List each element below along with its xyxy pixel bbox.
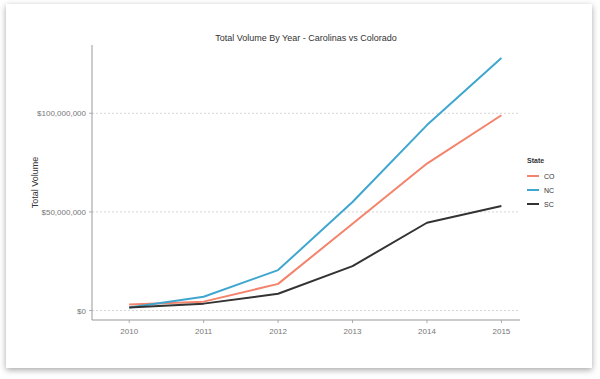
- y-axis-label: Total Volume: [30, 157, 40, 209]
- grid-line: [92, 113, 520, 114]
- legend-swatch: [527, 189, 539, 191]
- x-tick-label: 2014: [418, 327, 436, 336]
- series-line: [129, 206, 501, 308]
- y-tick-label: $0: [77, 307, 86, 316]
- legend-label: SC: [544, 201, 554, 208]
- series-line: [129, 58, 501, 308]
- y-tick-label: $50,000,000: [42, 208, 87, 217]
- grid-line: [92, 310, 520, 311]
- grid-line: [92, 211, 520, 212]
- grid: [92, 113, 520, 310]
- x-tick-label: 2010: [120, 327, 138, 336]
- legend-label: CO: [544, 173, 555, 180]
- x-tick-label: 2012: [269, 327, 287, 336]
- x-tick-label: 2015: [492, 327, 510, 336]
- plot-area: [129, 58, 501, 308]
- chart: $0 $50,000,000 $100,000,000 2010 2011 2012 201…: [0, 0, 600, 379]
- legend-label: NC: [544, 187, 554, 194]
- legend-swatch: [527, 203, 539, 205]
- series-line: [129, 115, 501, 304]
- legend-swatch: [527, 175, 539, 177]
- x-tick-label: 2013: [344, 327, 362, 336]
- legend: State CO NC SC: [527, 157, 555, 208]
- x-tick-label: 2011: [195, 327, 213, 336]
- legend-title: State: [527, 157, 544, 164]
- title: Total Volume By Year - Carolinas vs Colo…: [215, 33, 397, 43]
- y-tick-label: $100,000,000: [37, 109, 86, 118]
- card: [6, 4, 592, 368]
- x-axis-line: [92, 320, 520, 321]
- y-axis-line: [92, 45, 93, 320]
